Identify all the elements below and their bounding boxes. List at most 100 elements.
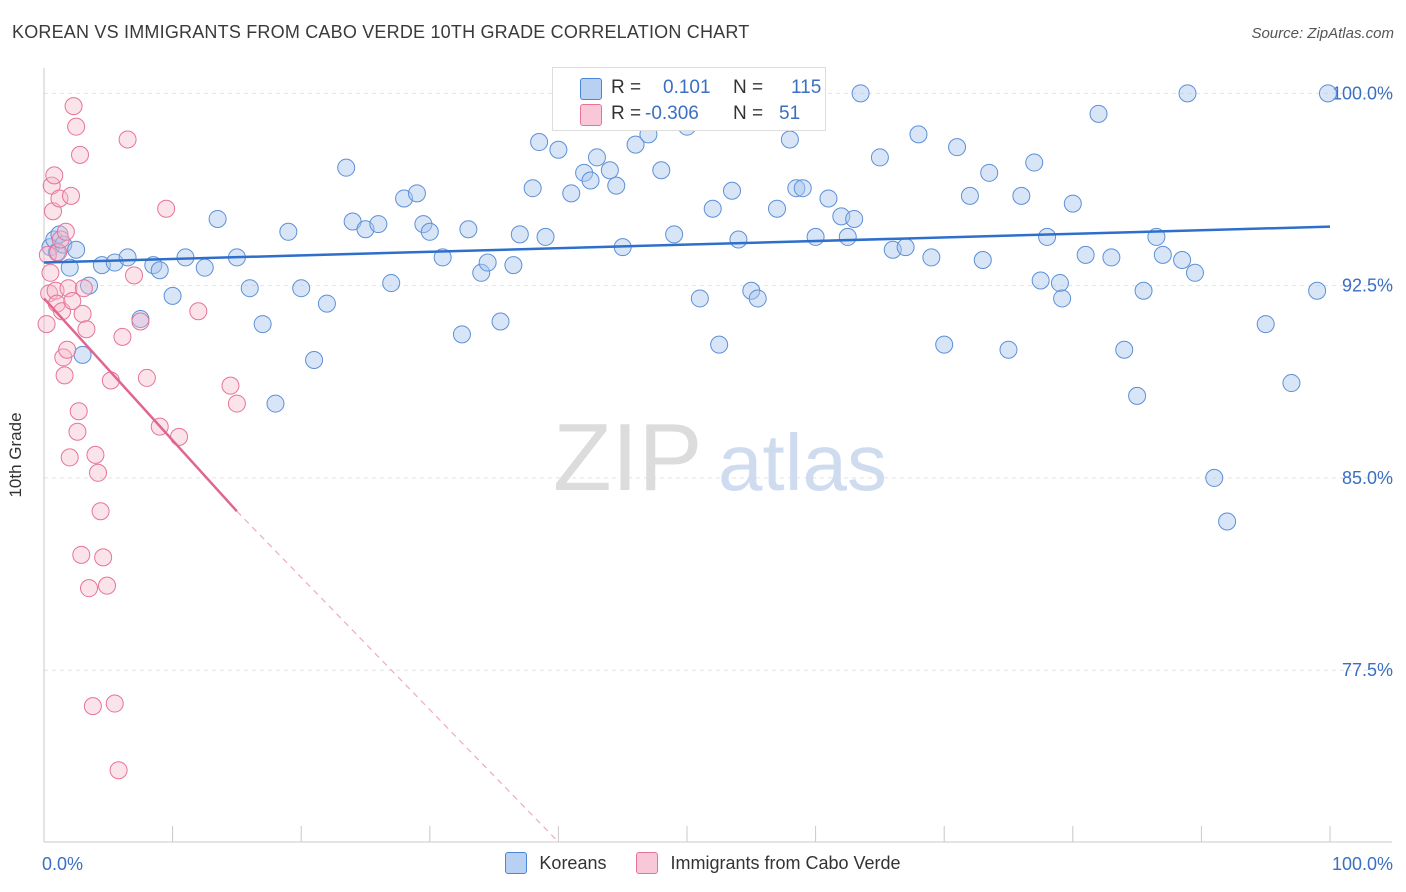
korean-point-95 (1089, 104, 1108, 123)
korean-point-26 (317, 294, 336, 313)
cabo-point-3 (41, 263, 60, 282)
koreans-n-value: 115 (791, 77, 822, 98)
korean-point-22 (266, 394, 285, 413)
cabo-point-18 (60, 448, 79, 467)
korean-point-91 (1038, 227, 1057, 246)
cabo-point-15 (56, 222, 75, 241)
cabo-point-23 (68, 422, 87, 441)
cabo-swatch (580, 104, 602, 126)
korean-point-67 (768, 199, 787, 218)
x-tick-labels: 0.0% 100.0% (42, 854, 1393, 874)
x-tick-label-0: 0.0% (42, 854, 83, 874)
korean-point-99 (1134, 281, 1153, 300)
korean-point-51 (587, 148, 606, 167)
korean-point-109 (1053, 289, 1072, 308)
korean-point-18 (208, 209, 227, 228)
korean-point-93 (1063, 194, 1082, 213)
korean-point-98 (1128, 386, 1147, 405)
korean-point-34 (414, 215, 433, 234)
korean-point-33 (407, 184, 426, 203)
korean-point-5 (60, 258, 79, 277)
korean-point-50 (581, 171, 600, 190)
cabo-point-16 (58, 340, 77, 359)
cabo-point-34 (91, 502, 110, 521)
korean-point-92 (1050, 274, 1069, 293)
korean-point-110 (1178, 84, 1197, 103)
korean-point-105 (1218, 512, 1237, 531)
grid-lines (44, 92, 1392, 671)
cabo-point-47 (170, 427, 189, 446)
cabo-point-32 (86, 445, 105, 464)
korean-point-39 (472, 263, 491, 282)
korean-point-48 (562, 184, 581, 203)
cabo-point-25 (71, 145, 90, 164)
korean-point-36 (433, 248, 452, 267)
korean-point-63 (723, 181, 742, 200)
chart-title: KOREAN VS IMMIGRANTS FROM CABO VERDE 10T… (12, 22, 750, 42)
korean-point-79 (896, 238, 915, 257)
cabo-point-29 (77, 320, 96, 339)
cabo-point-31 (83, 697, 102, 716)
korean-point-89 (1025, 153, 1044, 172)
korean-point-38 (459, 220, 478, 239)
korean-point-41 (491, 312, 510, 331)
korean-point-49 (575, 163, 594, 182)
korean-point-65 (742, 281, 761, 300)
cabo-point-38 (105, 694, 124, 713)
korean-point-52 (600, 161, 619, 180)
koreans-r-label: R = (611, 77, 642, 98)
cabo-point-40 (113, 327, 132, 346)
korean-point-74 (838, 227, 857, 246)
korean-point-104 (1205, 468, 1224, 487)
legend-item-koreans[interactable]: Koreans (505, 852, 606, 874)
legend-item-cabo[interactable]: Immigrants from Cabo Verde (636, 852, 901, 874)
korean-point-108 (1308, 281, 1327, 300)
korean-point-44 (523, 179, 542, 198)
legend-cabo-swatch (636, 852, 659, 874)
korean-point-81 (922, 248, 941, 267)
korean-point-40 (478, 253, 497, 272)
series-koreans (41, 84, 1337, 531)
korean-point-90 (1031, 271, 1050, 290)
korean-point-94 (1076, 245, 1095, 264)
korean-point-24 (292, 279, 311, 298)
watermark: ZIP atlas (553, 404, 887, 511)
korean-point-75 (845, 209, 864, 228)
korean-point-102 (1173, 250, 1192, 269)
korean-point-70 (793, 179, 812, 198)
korean-point-55 (626, 135, 645, 154)
korean-point-69 (787, 179, 806, 198)
y-tick-label-0: 77.5% (1342, 660, 1393, 680)
cabo-point-19 (62, 186, 81, 205)
trend-line-cabo (43, 297, 238, 513)
korean-point-37 (452, 325, 471, 344)
korean-point-47 (549, 140, 568, 159)
cabo-point-33 (89, 463, 108, 482)
korean-point-46 (536, 227, 555, 246)
cabo-point-42 (125, 266, 144, 285)
x-tick-label-1: 100.0% (1332, 854, 1393, 874)
korean-point-85 (973, 250, 992, 269)
trend-line-koreans (43, 225, 1331, 264)
korean-point-35 (420, 222, 439, 241)
cabo-point-24 (69, 402, 88, 421)
cabo-point-30 (80, 579, 99, 598)
koreans-n-label: N = (733, 77, 764, 98)
korean-point-82 (935, 335, 954, 354)
korean-point-42 (504, 256, 523, 275)
cabo-r-label: R = (611, 103, 642, 124)
korean-point-64 (729, 230, 748, 249)
korean-point-43 (510, 225, 529, 244)
cabo-point-44 (137, 368, 156, 387)
cabo-point-50 (227, 394, 246, 413)
korean-point-20 (240, 279, 259, 298)
korean-point-87 (999, 340, 1018, 359)
korean-point-57 (652, 161, 671, 180)
korean-point-71 (806, 227, 825, 246)
koreans-r-value: 0.101 (663, 77, 711, 98)
y-tick-label-2: 92.5% (1342, 276, 1393, 296)
chart-source: Source: ZipAtlas.com (1251, 25, 1394, 42)
stats-row-koreans: R = 0.101 N = 115 (553, 75, 825, 101)
korean-point-62 (710, 335, 729, 354)
